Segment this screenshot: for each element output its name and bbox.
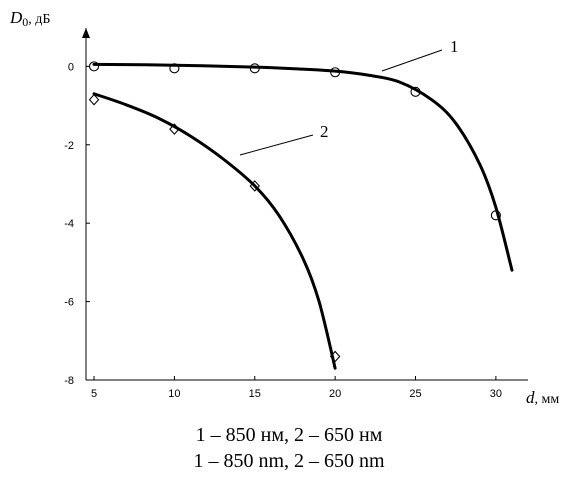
series-2-point <box>249 180 261 192</box>
series-1-point <box>249 63 260 74</box>
caption-line-2: 1 – 850 nm, 2 – 650 nm <box>193 450 385 472</box>
y-tick-label: -4 <box>64 218 74 230</box>
series-2-leader-line <box>239 134 314 156</box>
labels: D0, дБ d, мм 1 2 <box>9 8 559 407</box>
y-axis-label: D0, дБ <box>9 8 50 29</box>
axes <box>82 28 528 381</box>
series-1-point <box>490 210 501 221</box>
x-tick-label: 20 <box>329 388 341 400</box>
series-1-point <box>330 67 341 78</box>
series-2-point <box>329 350 341 363</box>
y-tick-label: -6 <box>64 297 74 309</box>
curves <box>92 62 514 370</box>
series-2-line <box>92 92 337 370</box>
markers <box>88 61 501 363</box>
series-2-point <box>88 93 100 106</box>
series-2-point <box>169 123 180 135</box>
x-tick-label: 5 <box>91 388 97 400</box>
caption-line-1: 1 – 850 нм, 2 – 650 нм <box>195 424 383 446</box>
y-axis-arrow <box>82 28 90 38</box>
x-tick-label: 15 <box>249 388 261 400</box>
series-1-point <box>88 61 100 72</box>
series-1-label: 1 <box>450 37 459 56</box>
x-ticks: 5 10 15 20 25 30 <box>91 376 502 400</box>
series-1-leader-line <box>381 49 443 72</box>
series-1-line <box>92 62 514 272</box>
series-1-point <box>169 63 180 74</box>
x-tick-label: 30 <box>490 388 502 400</box>
y-tick-label: 0 <box>68 61 74 73</box>
y-tick-label: -2 <box>64 140 74 152</box>
x-tick-label: 25 <box>409 388 421 400</box>
series-2-label: 2 <box>320 122 329 141</box>
x-tick-label: 10 <box>168 388 180 400</box>
series-1-point <box>410 86 421 97</box>
y-tick-label: -8 <box>64 375 74 387</box>
x-axis-label: d, мм <box>526 388 559 407</box>
line-chart: 5 10 15 20 25 30 0 -2 -4 -6 -8 D0, дБ d, мм 1 2 <box>9 8 559 407</box>
